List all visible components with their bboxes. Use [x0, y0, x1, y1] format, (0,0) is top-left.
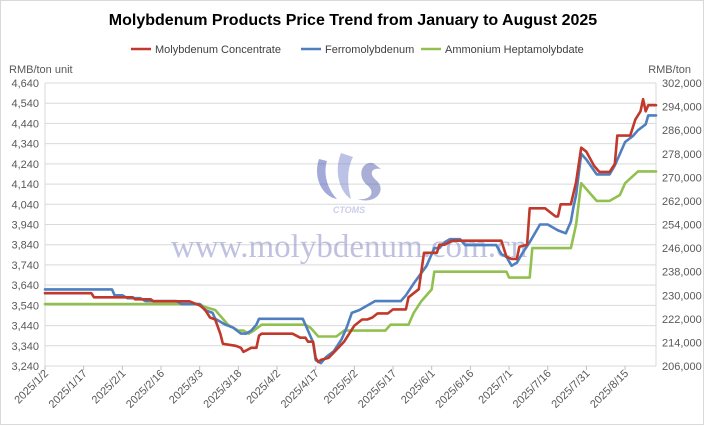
left-tick-label: 3,640: [11, 280, 39, 292]
series-line-ferromolybdenum: [43, 114, 658, 365]
left-tick-label: 4,040: [11, 199, 39, 211]
gridlines: [44, 82, 657, 367]
left-tick-label: 3,440: [11, 321, 39, 333]
left-tick-label: 3,940: [11, 220, 39, 232]
legend: Molybdenum Concentrate Ferromolybdenum Amm…: [131, 44, 584, 56]
series-lines: [43, 97, 658, 365]
legend-item: Molybdenum Concentrate: [131, 44, 281, 56]
x-tick-label: 2025/2/16: [124, 368, 167, 411]
right-tick-label: 238,000: [662, 267, 702, 279]
x-tick-label: 2025/7/1: [476, 368, 515, 407]
left-tick-label: 4,140: [11, 179, 39, 191]
right-tick-label: 254,000: [662, 220, 702, 232]
left-axis-ticks: 3,240 3,340 3,440 3,540 3,640 3,740 3,840 3,940…: [11, 78, 39, 373]
left-tick-label: 4,640: [11, 78, 39, 90]
left-tick-label: 4,540: [11, 98, 39, 110]
left-tick-label: 3,840: [11, 240, 39, 252]
x-tick-label: 2025/4/17: [279, 368, 322, 411]
right-tick-label: 206,000: [662, 361, 702, 373]
x-tick-label: 2025/5/17: [356, 368, 399, 411]
x-tick-label: 2025/4/2: [244, 368, 283, 407]
left-tick-label: 3,740: [11, 260, 39, 272]
watermark-text: www.molybdenum.com.cn: [171, 229, 527, 265]
left-tick-label: 4,240: [11, 159, 39, 171]
right-tick-label: 294,000: [662, 102, 702, 114]
chart-title: Molybdenum Products Price Trend from Jan…: [109, 12, 598, 29]
x-tick-label: 2025/1/17: [47, 368, 90, 411]
left-tick-label: 3,240: [11, 361, 39, 373]
logo-shape-middle: [337, 153, 353, 199]
x-tick-label: 2025/3/3: [167, 368, 206, 407]
ctoms-logo: CTOMS: [317, 153, 381, 215]
left-axis-unit: RMB/ton unit: [9, 64, 73, 76]
logo-text: CTOMS: [333, 205, 365, 215]
left-tick-label: 4,340: [11, 139, 39, 151]
right-axis-ticks: 206,000 214,000 222,000 230,000 238,000 246,0…: [662, 78, 702, 373]
x-tick-label: 2025/8/15: [588, 368, 631, 411]
x-tick-label: 2025/1/2: [12, 368, 51, 407]
left-tick-label: 3,340: [11, 341, 39, 353]
left-tick-label: 4,440: [11, 118, 39, 130]
right-tick-label: 286,000: [662, 125, 702, 137]
right-tick-label: 222,000: [662, 314, 702, 326]
right-tick-label: 214,000: [662, 337, 702, 349]
logo-shape-left: [317, 159, 337, 199]
legend-item: Ferromolybdenum: [301, 44, 414, 56]
right-tick-label: 262,000: [662, 196, 702, 208]
legend-item: Ammonium Heptamolybdate: [421, 44, 584, 56]
x-tick-label: 2025/3/18: [201, 368, 244, 411]
logo-shape-right: [357, 162, 381, 201]
right-tick-label: 246,000: [662, 243, 702, 255]
right-tick-label: 230,000: [662, 290, 702, 302]
left-tick-label: 3,540: [11, 300, 39, 312]
legend-label: Ammonium Heptamolybdate: [445, 44, 584, 56]
right-tick-label: 302,000: [662, 78, 702, 90]
right-tick-label: 270,000: [662, 172, 702, 184]
x-tick-label: 2025/6/16: [433, 368, 476, 411]
legend-label: Molybdenum Concentrate: [155, 44, 281, 56]
x-tick-label: 2025/7/31: [549, 368, 592, 411]
right-axis-unit: RMB/ton: [648, 64, 691, 76]
series-line-molybdenum-concentrate: [43, 97, 658, 364]
right-tick-label: 278,000: [662, 149, 702, 161]
watermark: CTOMS www.molybdenum.com.cn: [171, 153, 527, 265]
x-tick-label: 2025/6/1: [399, 368, 438, 407]
x-tick-label: 2025/7/16: [511, 368, 554, 411]
x-tick-label: 2025/2/1: [90, 368, 129, 407]
x-tick-label: 2025/5/2: [322, 368, 361, 407]
legend-label: Ferromolybdenum: [325, 44, 414, 56]
